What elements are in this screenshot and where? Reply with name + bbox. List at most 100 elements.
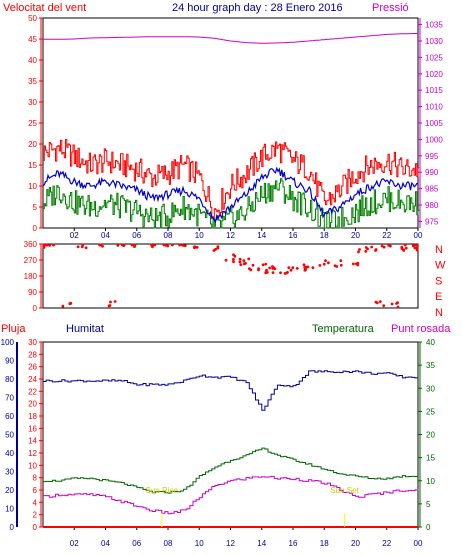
wind-pressure-plot: 0510152025303540455097598098599099510001…: [28, 14, 443, 240]
series-wind_max: [43, 139, 420, 220]
direction-point: [327, 261, 330, 265]
direction-point: [239, 263, 243, 266]
y-left-tick-label: 25: [28, 119, 37, 128]
y-left-tick-label: 270: [24, 256, 38, 265]
direction-point: [265, 271, 269, 274]
humidity-tick-label: 10: [5, 505, 14, 514]
direction-point: [324, 259, 327, 262]
rain-tick-label: 24: [28, 375, 37, 384]
direction-point: [400, 247, 404, 251]
direction-point: [109, 300, 112, 304]
direction-point: [42, 246, 46, 249]
direction-point: [98, 243, 102, 247]
direction-point: [238, 257, 242, 261]
direction-point: [357, 250, 360, 254]
y-left-tick-label: 180: [24, 272, 38, 281]
sun-annotation: Sun Rise: [146, 486, 179, 495]
y-right-tick-label: 1015: [425, 86, 443, 95]
y-left-tick-label: 30: [28, 98, 37, 107]
direction-point: [390, 302, 394, 306]
direction-point: [151, 245, 154, 249]
direction-point: [216, 246, 220, 250]
compass-label: N: [435, 307, 443, 319]
direction-point: [287, 266, 291, 269]
direction-point: [271, 271, 275, 274]
direction-point: [61, 304, 65, 308]
direction-point: [247, 257, 251, 261]
series-wind_avg: [42, 166, 419, 224]
humidity-tick-label: 100: [1, 338, 15, 347]
direction-point: [268, 266, 272, 270]
y-left-tick-label: 35: [28, 77, 37, 86]
direction-point: [45, 243, 48, 247]
direction-point: [339, 259, 343, 262]
direction-point: [302, 263, 306, 267]
sun-annotation: Sun Set: [330, 486, 359, 495]
x-tick-label: 02: [70, 539, 79, 548]
x-tick-label: 10: [195, 539, 204, 548]
pressure-label: Pressió: [372, 2, 409, 14]
humidity-tick-label: 20: [5, 486, 14, 495]
direction-point: [374, 300, 378, 304]
rain-tick-label: 12: [28, 449, 37, 458]
y-left-tick-label: 40: [28, 56, 37, 65]
direction-point: [374, 249, 377, 252]
direction-point: [48, 244, 51, 247]
temp-tick-label: 25: [426, 407, 435, 416]
direction-point: [396, 305, 400, 309]
rain-tick-label: 8: [33, 474, 38, 483]
direction-point: [382, 245, 386, 249]
y-left-tick-label: 5: [33, 203, 38, 212]
direction-point: [382, 304, 386, 308]
direction-point: [415, 246, 419, 250]
compass-label: N: [435, 244, 443, 256]
direction-point: [335, 265, 339, 268]
x-tick-label: 16: [289, 539, 298, 548]
x-tick-label: 14: [257, 539, 266, 548]
humidity-tick-label: 60: [5, 412, 14, 421]
rain-tick-label: 28: [28, 350, 37, 359]
rain-tick-label: 22: [28, 387, 37, 396]
y-left-tick-label: 360: [24, 240, 38, 249]
direction-point: [396, 301, 399, 304]
direction-point: [132, 243, 136, 247]
y-left-tick-label: 50: [28, 14, 37, 23]
x-tick-label: 18: [320, 539, 329, 548]
direction-point: [193, 246, 196, 250]
temp-hum-plot: 0102030405060708090100024681012141618202…: [1, 338, 436, 548]
direction-point: [404, 246, 408, 250]
x-tick-label: 06: [132, 539, 141, 548]
direction-point: [232, 260, 235, 264]
direction-point: [153, 243, 157, 247]
x-tick-label: 18: [320, 231, 329, 240]
series-temperature: [43, 447, 419, 494]
direction-point: [69, 301, 72, 305]
humidity-tick-label: 70: [5, 394, 14, 403]
direction-point: [303, 266, 307, 269]
direction-point: [162, 243, 166, 247]
direction-point: [122, 243, 126, 247]
x-tick-label: 16: [289, 231, 298, 240]
compass-label: E: [435, 291, 442, 303]
chart-title: 24 hour graph day : 28 Enero 2016: [172, 2, 343, 14]
direction-point: [318, 264, 322, 267]
y-right-tick-label: 1030: [425, 37, 443, 46]
y-left-tick-label: 0: [33, 304, 38, 313]
direction-point: [311, 266, 315, 269]
direction-point: [113, 300, 117, 303]
x-tick-label: 10: [195, 231, 204, 240]
rain-tick-label: 30: [28, 338, 37, 347]
direction-point: [265, 268, 268, 272]
x-tick-label: 04: [101, 539, 110, 548]
y-right-tick-label: 1000: [425, 135, 443, 144]
direction-point: [322, 262, 326, 266]
direction-point: [224, 258, 228, 262]
dewpoint-label: Punt rosada: [391, 323, 451, 335]
direction-point: [232, 257, 235, 261]
direction-point: [130, 243, 134, 247]
direction-point: [76, 245, 80, 249]
y-left-tick-label: 20: [28, 140, 37, 149]
y-left-tick-label: 90: [28, 288, 37, 297]
